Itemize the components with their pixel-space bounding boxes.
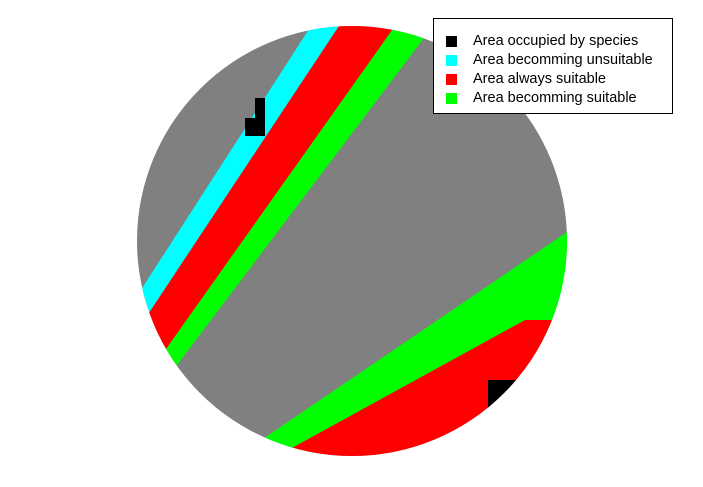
occupied-patch-lower bbox=[488, 380, 518, 410]
map-legend: Area occupied by species Area becomming … bbox=[433, 18, 673, 114]
legend-label: Area becomming suitable bbox=[473, 90, 637, 106]
legend-item-always-suitable: Area always suitable bbox=[446, 70, 606, 88]
becoming-suitable-band-lower bbox=[232, 232, 567, 456]
occupied-patch-upper bbox=[245, 98, 265, 136]
occupied-swatch bbox=[446, 35, 457, 47]
becoming-suitable-swatch bbox=[446, 92, 457, 104]
legend-item-occupied: Area occupied by species bbox=[446, 32, 638, 50]
legend-item-becoming-suitable: Area becomming suitable bbox=[446, 89, 637, 107]
becoming-suitable-band-upper bbox=[137, 26, 433, 418]
legend-label: Area becomming unsuitable bbox=[473, 52, 653, 68]
legend-item-becoming-unsuitable: Area becomming unsuitable bbox=[446, 51, 653, 69]
becoming-unsuitable-swatch bbox=[446, 54, 457, 66]
always-suitable-swatch bbox=[446, 73, 457, 85]
legend-label: Area always suitable bbox=[473, 71, 606, 87]
legend-label: Area occupied by species bbox=[473, 33, 639, 49]
